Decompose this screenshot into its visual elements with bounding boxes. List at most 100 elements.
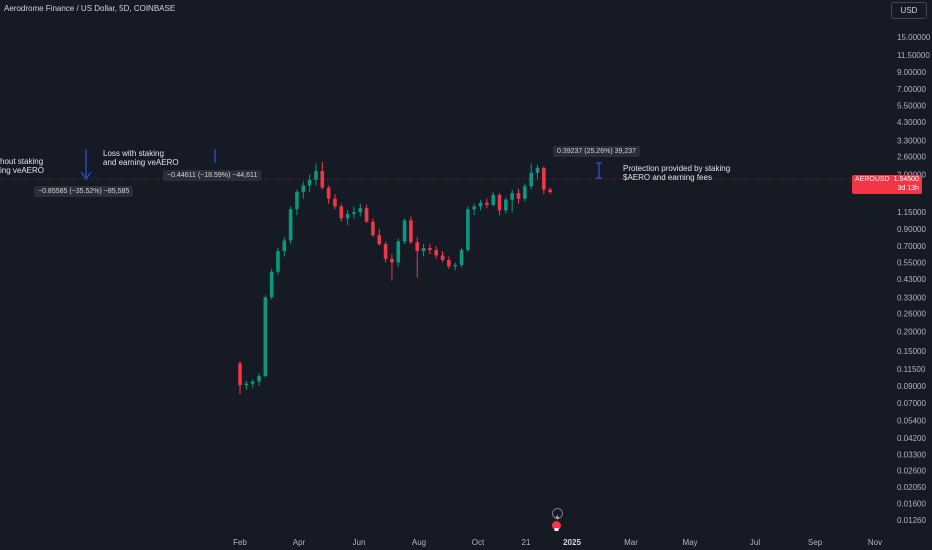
candle-body	[523, 186, 527, 199]
note-right: Protection provided by staking $AERO and…	[623, 164, 730, 182]
time-axis-tick: May	[682, 538, 697, 547]
candle-body	[339, 206, 344, 219]
price-axis-tick: 9.00000	[897, 68, 926, 77]
price-tag-value: 1.54500	[893, 176, 919, 183]
candle-body	[377, 235, 382, 245]
price-axis-tick: 0.01600	[897, 500, 926, 509]
lightning-icon[interactable]	[552, 508, 563, 521]
candle-body	[491, 194, 495, 205]
time-axis-tick: Sep	[808, 538, 823, 547]
candle-body	[364, 208, 369, 222]
time-axis-tick: 2025	[563, 538, 581, 547]
price-axis-tick: 0.90000	[897, 225, 926, 234]
price-axis-tick: 2.60000	[897, 153, 926, 162]
price-axis-tick: 7.00000	[897, 85, 926, 94]
note-left-line1: hout staking	[0, 157, 44, 166]
candle-body	[440, 255, 445, 261]
price-axis-tick: 0.07000	[897, 399, 926, 408]
price-axis-tick: 1.15000	[897, 208, 926, 217]
price-axis-tick: 0.43000	[897, 275, 926, 284]
candle-body	[548, 189, 552, 193]
candle-body	[485, 202, 489, 205]
candle-body	[383, 244, 388, 259]
candle-body	[352, 212, 356, 214]
note-mid: Loss with staking and earning veAERO	[103, 149, 179, 167]
price-axis-tick: 0.05400	[897, 417, 926, 426]
note-left-line2: ing veAERO	[0, 166, 45, 175]
price-axis-tick: 0.04200	[897, 434, 926, 443]
candle-body	[326, 187, 331, 199]
time-axis-tick: Nov	[868, 538, 882, 547]
candle-body	[288, 209, 293, 241]
candle-body	[295, 191, 299, 210]
candle-body	[244, 383, 249, 386]
note-mid-line1: Loss with staking	[103, 149, 164, 158]
price-axis-tick: 0.20000	[897, 327, 926, 336]
price-axis-tick: 0.33000	[897, 293, 926, 302]
price-axis-tick: 0.70000	[897, 242, 926, 251]
candle-body	[421, 247, 426, 252]
price-axis-tick: 2.00000	[897, 170, 926, 179]
price-axis-tick: 0.09000	[897, 382, 926, 391]
candle-body	[516, 193, 521, 199]
time-axis-tick: Oct	[472, 538, 485, 547]
time-axis-tick: Mar	[624, 538, 638, 547]
price-axis-tick: 0.11500	[897, 365, 926, 374]
candle-body	[453, 264, 458, 267]
candle-body	[301, 185, 306, 192]
price-axis-tick: 0.02600	[897, 467, 926, 476]
note-right-line2: $AERO and earning fees	[623, 173, 712, 182]
candle-body	[276, 251, 280, 272]
price-axis-tick: 11.50000	[897, 51, 930, 60]
annotation-lines	[80, 149, 602, 180]
candle-body	[390, 258, 394, 263]
candle-body	[282, 240, 287, 252]
candle-body	[497, 194, 502, 211]
time-axis-tick: Apr	[293, 538, 306, 547]
note-left: hout staking ing veAERO	[0, 157, 44, 175]
measure-label-left: −0.85585 (−35.52%) −85,585	[34, 186, 134, 197]
candles	[238, 161, 552, 394]
candle-body	[529, 172, 533, 187]
time-axis-tick: Feb	[233, 538, 247, 547]
measure-label-mid: −0.44611 (−18.59%) −44,611	[163, 170, 262, 181]
time-axis-tick: 21	[522, 538, 531, 547]
candle-body	[250, 381, 255, 384]
price-axis-tick: 0.26000	[897, 310, 926, 319]
measure-label-right: 0.39237 (25.26%) 39,237	[553, 146, 641, 157]
candle-body	[307, 179, 312, 186]
candle-body	[478, 202, 483, 207]
last-price-tag: AEROUSD 1.54500 3d 13h	[852, 175, 922, 194]
candle-body	[504, 199, 508, 211]
candle-body	[402, 220, 407, 242]
candle-body	[459, 250, 464, 265]
price-axis-tick: 0.02050	[897, 483, 926, 492]
candle-body	[320, 171, 325, 188]
note-right-line1: Protection provided by staking	[623, 164, 731, 173]
price-axis-tick: 3.30000	[897, 136, 926, 145]
time-axis-tick: Aug	[412, 538, 426, 547]
event-flag-icon[interactable]	[552, 521, 561, 531]
price-axis: 15.00000 11.50000 9.00000 7.00000 5.50000 4.3…	[897, 33, 931, 525]
candle-body	[257, 376, 261, 382]
candle-body	[409, 220, 413, 243]
price-axis-tick: 0.15000	[897, 347, 926, 356]
time-axis-tick: Jul	[750, 538, 760, 547]
candle-body	[396, 241, 401, 263]
candle-body	[415, 242, 420, 252]
note-mid-line2: and earning veAERO	[103, 158, 179, 167]
candle-body	[238, 363, 242, 386]
candle-body	[472, 206, 477, 210]
price-axis-tick: 0.03300	[897, 450, 926, 459]
candle-body	[535, 167, 540, 173]
price-tag-countdown: 3d 13h	[897, 185, 919, 192]
time-axis: Feb Apr Jun Aug Oct 21 2025 Mar May Jul Sep Nov	[233, 538, 882, 547]
candle-body	[542, 167, 546, 190]
candle-body	[263, 297, 268, 377]
candle-body	[510, 193, 514, 200]
candle-body	[333, 198, 337, 207]
price-axis-tick: 0.55000	[897, 258, 926, 267]
currency-button[interactable]: USD	[891, 2, 927, 19]
candle-body	[314, 171, 318, 180]
